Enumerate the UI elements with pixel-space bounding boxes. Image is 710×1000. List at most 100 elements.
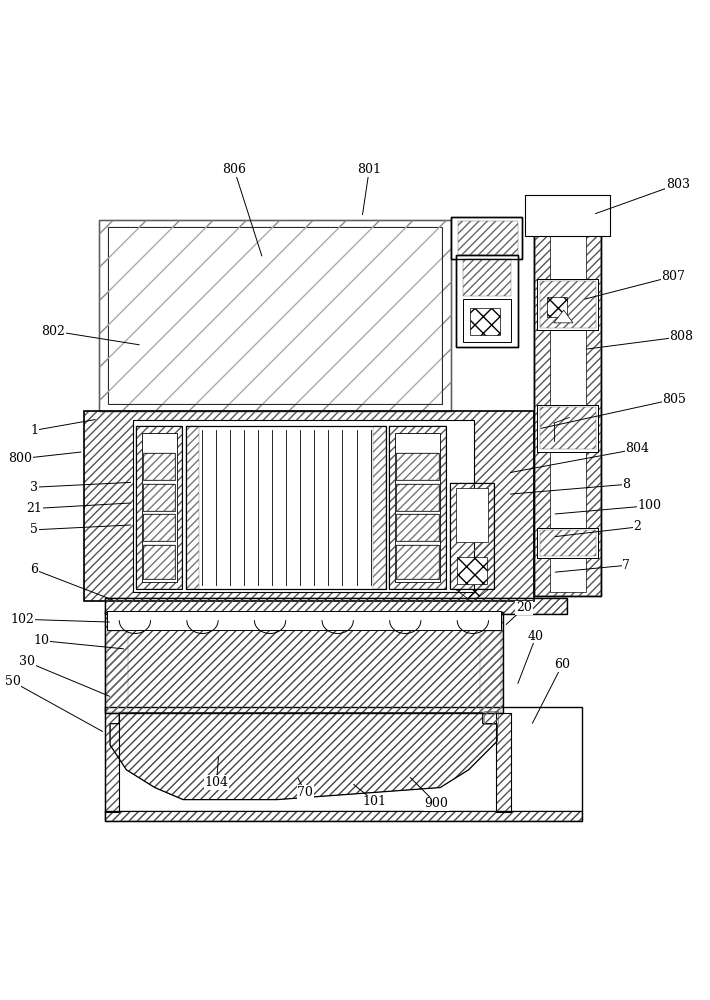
Bar: [550, 220, 586, 592]
Bar: [186, 426, 386, 589]
Bar: [136, 426, 182, 589]
Bar: [396, 484, 439, 511]
Bar: [143, 545, 175, 579]
Bar: [99, 220, 451, 411]
Text: 101: 101: [363, 795, 387, 808]
Bar: [105, 598, 567, 614]
Bar: [537, 279, 598, 330]
Text: 800: 800: [8, 452, 32, 465]
Bar: [105, 713, 119, 812]
Bar: [396, 514, 439, 541]
Bar: [389, 426, 446, 589]
Text: 805: 805: [662, 393, 687, 406]
Bar: [373, 426, 386, 589]
Bar: [480, 631, 501, 712]
Bar: [84, 411, 534, 601]
Bar: [143, 453, 175, 480]
Bar: [99, 220, 451, 411]
Bar: [537, 279, 598, 330]
Polygon shape: [554, 310, 573, 323]
Text: 21: 21: [26, 502, 42, 515]
Text: 801: 801: [357, 163, 381, 176]
Bar: [396, 514, 439, 541]
Bar: [547, 297, 567, 317]
Text: 803: 803: [666, 178, 690, 191]
Bar: [84, 411, 534, 601]
Bar: [105, 713, 119, 812]
Text: 50: 50: [5, 675, 21, 688]
Text: 3: 3: [30, 481, 38, 494]
Text: 30: 30: [19, 655, 35, 668]
Bar: [136, 426, 182, 589]
Bar: [106, 611, 501, 630]
Bar: [534, 216, 601, 596]
Bar: [396, 545, 439, 579]
Bar: [451, 217, 522, 259]
Bar: [105, 612, 503, 713]
Bar: [396, 484, 439, 511]
Bar: [105, 811, 582, 821]
Bar: [105, 612, 503, 713]
Bar: [451, 217, 522, 259]
Bar: [456, 255, 518, 347]
Bar: [396, 453, 439, 480]
Bar: [540, 407, 596, 449]
Bar: [143, 545, 175, 579]
Bar: [540, 530, 596, 556]
Text: 5: 5: [30, 523, 38, 536]
Text: 6: 6: [30, 563, 38, 576]
Text: 102: 102: [11, 613, 35, 626]
Bar: [496, 713, 511, 812]
Bar: [537, 405, 598, 452]
Bar: [456, 488, 488, 542]
Bar: [105, 707, 582, 821]
Bar: [534, 216, 601, 596]
Bar: [450, 483, 494, 589]
Bar: [142, 433, 177, 582]
Text: 8: 8: [622, 478, 630, 491]
Bar: [470, 308, 500, 335]
Text: 10: 10: [33, 634, 49, 647]
Text: 40: 40: [528, 630, 544, 643]
Bar: [540, 281, 596, 328]
Bar: [143, 514, 175, 541]
Bar: [143, 484, 175, 511]
Text: 7: 7: [622, 559, 630, 572]
Text: 70: 70: [297, 786, 313, 799]
Text: 2: 2: [633, 520, 642, 533]
Text: 104: 104: [204, 776, 229, 789]
Bar: [456, 255, 518, 347]
Text: 100: 100: [638, 499, 662, 512]
Bar: [537, 528, 598, 558]
Bar: [106, 631, 128, 712]
Bar: [186, 426, 386, 589]
Bar: [484, 711, 498, 724]
Bar: [105, 811, 582, 821]
Bar: [463, 299, 511, 342]
Bar: [105, 598, 567, 614]
Text: 806: 806: [222, 163, 246, 176]
Text: 804: 804: [626, 442, 650, 455]
Bar: [537, 405, 598, 452]
Bar: [457, 557, 487, 584]
Bar: [108, 227, 442, 404]
Bar: [496, 713, 511, 812]
Bar: [186, 426, 199, 589]
Text: 60: 60: [555, 658, 570, 671]
Bar: [534, 216, 601, 596]
Bar: [143, 453, 175, 480]
Bar: [525, 195, 610, 236]
Bar: [133, 420, 474, 592]
Text: 20: 20: [516, 601, 532, 614]
Bar: [396, 545, 439, 579]
Text: 802: 802: [41, 325, 65, 338]
Bar: [143, 484, 175, 511]
Text: 808: 808: [670, 330, 694, 343]
Bar: [396, 453, 439, 480]
Bar: [143, 514, 175, 541]
Text: 900: 900: [425, 797, 449, 810]
Text: 807: 807: [661, 270, 685, 283]
Bar: [450, 483, 494, 589]
Bar: [395, 433, 440, 582]
Bar: [108, 227, 442, 404]
